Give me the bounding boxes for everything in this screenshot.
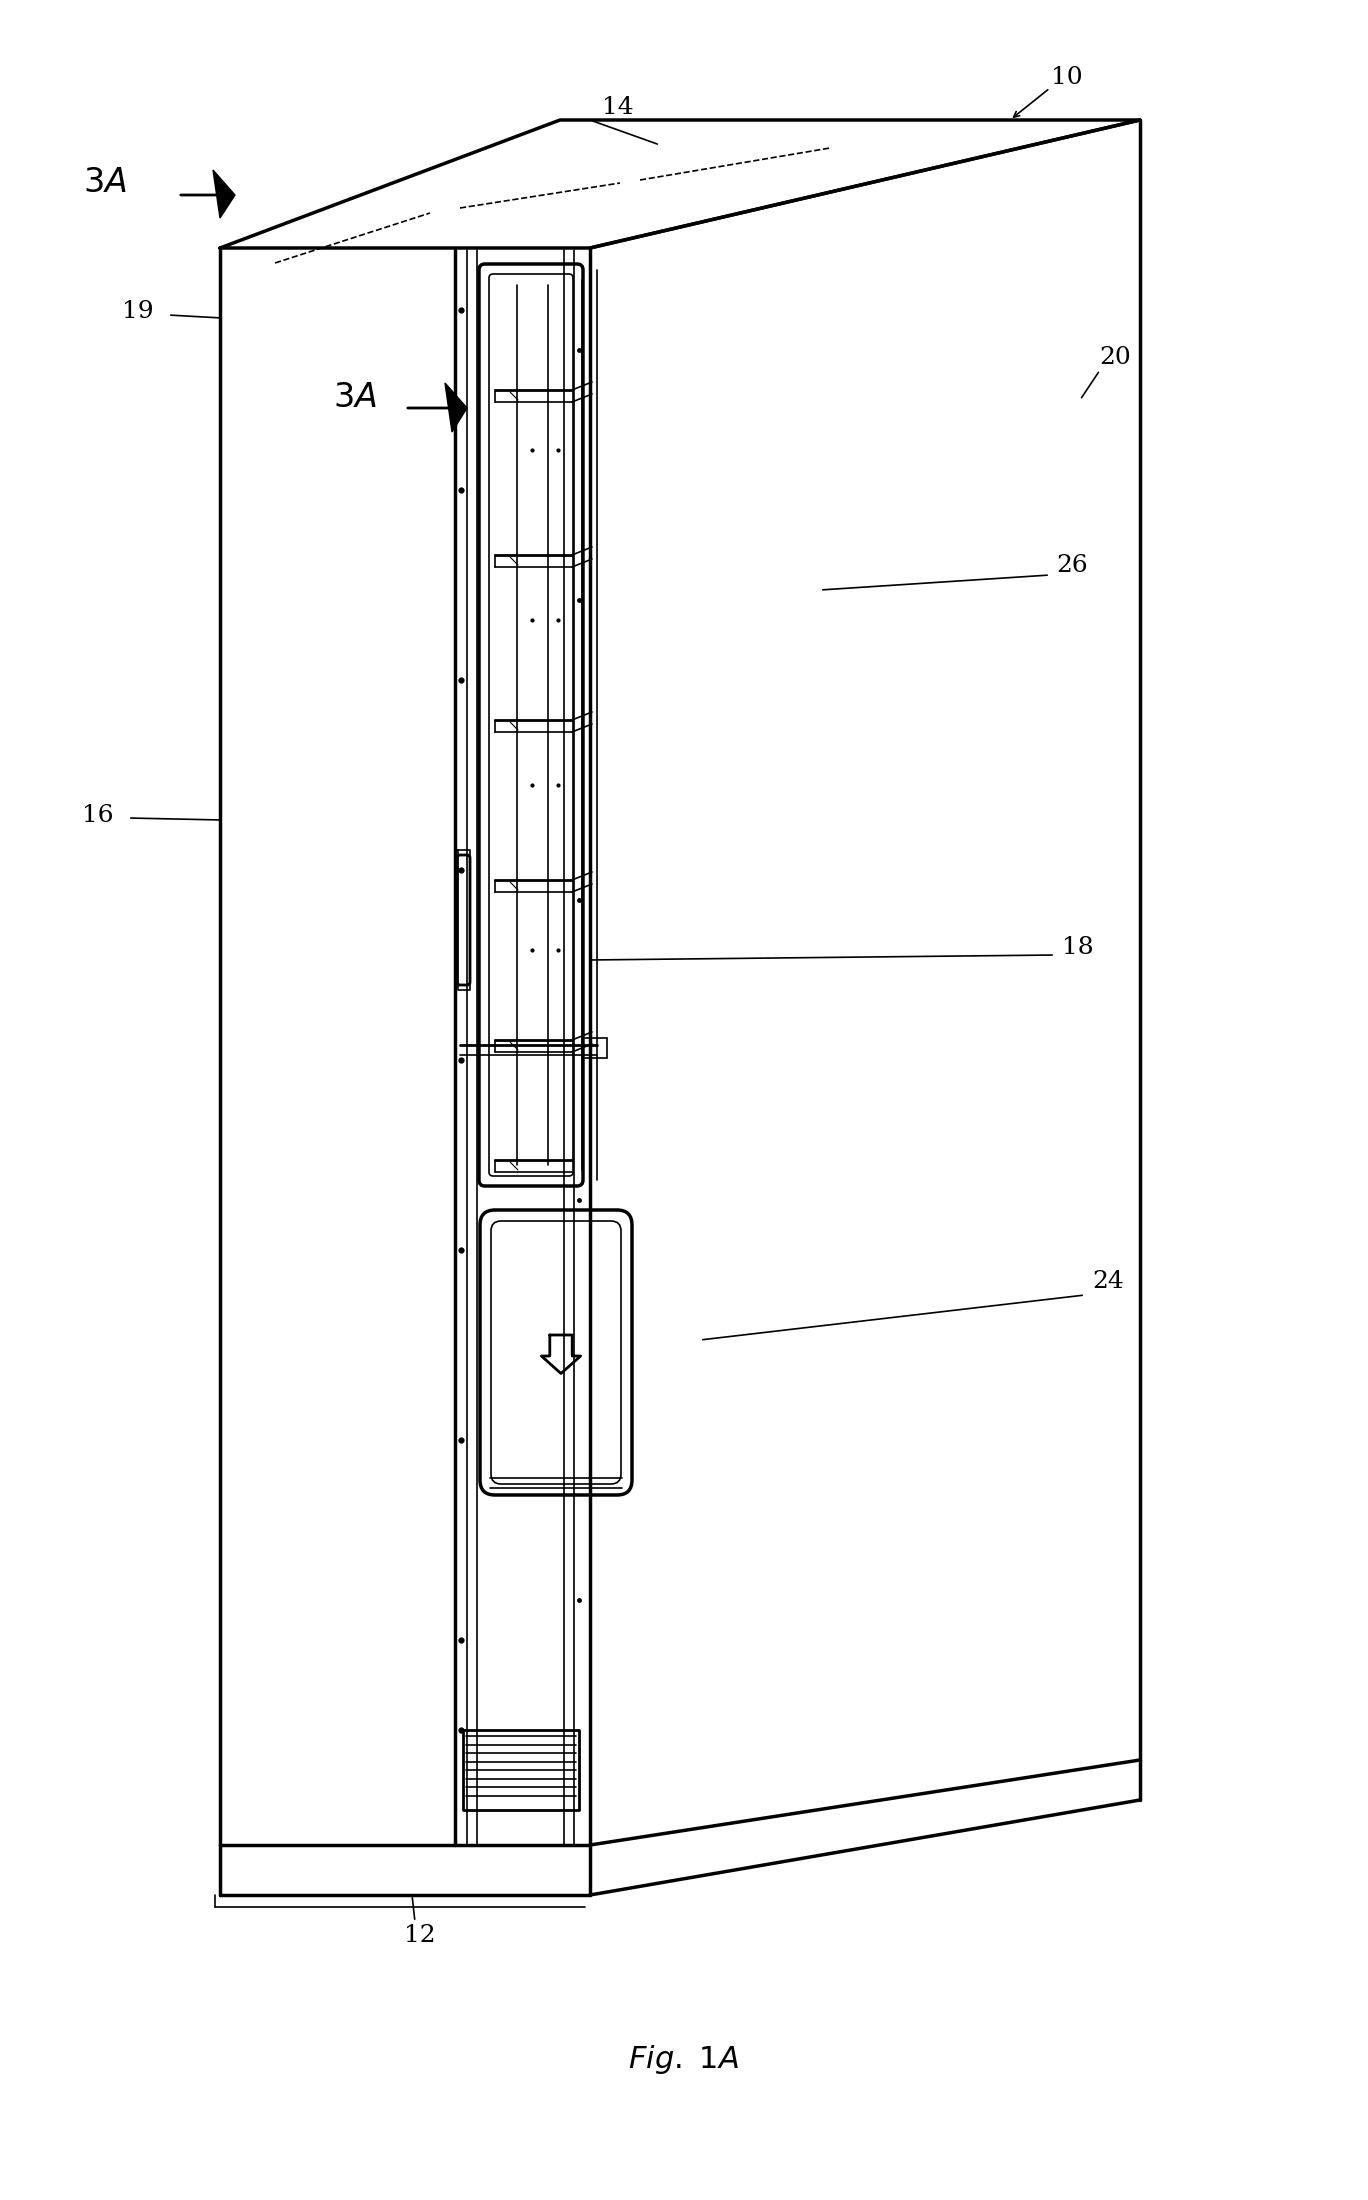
Polygon shape	[445, 383, 466, 431]
Text: 12: 12	[404, 1923, 436, 1947]
Polygon shape	[213, 169, 235, 218]
Text: $\mathit{Fig.}\ \mathit{1A}$: $\mathit{Fig.}\ \mathit{1A}$	[628, 2044, 740, 2077]
Text: 14: 14	[602, 95, 633, 119]
Text: 24: 24	[1092, 1272, 1124, 1294]
Text: 10: 10	[1051, 66, 1083, 90]
Text: 26: 26	[1056, 554, 1088, 576]
Text: $\mathit{3A}$: $\mathit{3A}$	[83, 167, 127, 198]
Text: 16: 16	[82, 803, 114, 827]
Text: $\mathit{3A}$: $\mathit{3A}$	[334, 383, 376, 414]
Text: 18: 18	[1062, 937, 1094, 959]
Text: 20: 20	[1099, 345, 1131, 370]
Text: 19: 19	[122, 301, 153, 323]
